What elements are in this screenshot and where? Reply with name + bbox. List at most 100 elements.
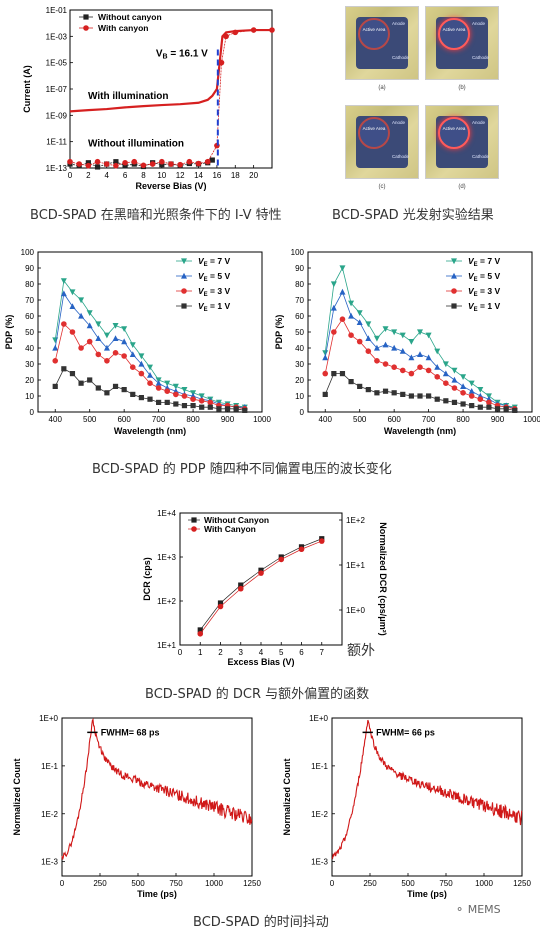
- pdp_left-point-1: [138, 360, 145, 367]
- photo-b-active-label: Active Area: [442, 27, 466, 32]
- watermark: ⚬ MEMS: [455, 903, 501, 916]
- iv-xtick-label: 12: [176, 171, 185, 180]
- pdp_right-point-1: [339, 288, 346, 295]
- pdp_right-point-2: [365, 348, 372, 354]
- iv-xtick-label: 20: [249, 171, 258, 180]
- pdp_left-point-1: [52, 344, 59, 351]
- pdp_left-point-3: [52, 383, 58, 389]
- pdp_left-ytick-label: 90: [25, 264, 34, 273]
- pdp_right-ytick-label: 70: [295, 296, 304, 305]
- pdp_right-ytick-label: 30: [295, 360, 304, 369]
- dcr-xtick-label: 1: [198, 648, 203, 657]
- pdp_left-point-0: [52, 337, 59, 344]
- pdp_right-point-1: [382, 341, 389, 348]
- pdp_right-point-2: [417, 364, 423, 370]
- pdp_right-point-2: [382, 361, 389, 367]
- pdp_right-point-3: [494, 406, 501, 412]
- pdp_right-point-2: [477, 396, 484, 402]
- pdp_right-point-2: [468, 393, 475, 399]
- pdp_right-legend-label: VE = 1 V: [468, 301, 500, 313]
- pdp_right-point-3: [382, 388, 389, 394]
- pdp_right-point-2: [425, 367, 432, 374]
- photo-b-anode: Anode: [472, 21, 486, 26]
- pdp_right-point-2: [443, 380, 449, 386]
- pdp_left-point-0: [95, 321, 102, 328]
- pdp_right-point-1: [365, 335, 372, 341]
- pdp_right-point-0: [365, 321, 372, 328]
- pdp_left-point-2: [61, 321, 67, 327]
- jitter_right-xtick-label: 1250: [513, 879, 531, 888]
- pdp_right-ytick-label: 50: [295, 328, 304, 337]
- pdp_left-point-3: [138, 395, 144, 401]
- iv-dark-label: Without illumination: [88, 139, 184, 150]
- pdp_left-point-3: [224, 406, 231, 412]
- iv-point-0: [94, 164, 101, 170]
- iv-point-1: [269, 27, 275, 33]
- pdp_left-xtick-label: 900: [221, 415, 235, 424]
- pdp_left-point-1: [147, 372, 153, 378]
- iv-xtick-label: 10: [157, 171, 166, 180]
- jitter_left-frame: [61, 717, 253, 877]
- pdp_left-legend-label: VE = 7 V: [198, 256, 230, 268]
- pdp_right-point-3: [374, 390, 380, 396]
- pdp_right-point-1: [356, 319, 363, 325]
- iv-legend-label: Without canyon: [98, 12, 162, 22]
- pdp_left-point-2: [155, 385, 162, 391]
- pdp_left-point-1: [69, 303, 76, 309]
- pdp_left-ytick-label: 0: [30, 408, 35, 417]
- photo-c-active-label: Active Area: [362, 126, 386, 131]
- pdp_left-xtick-label: 700: [152, 415, 166, 424]
- pdp_right-point-3: [512, 407, 518, 413]
- photo-b-cathode: Cathode: [472, 55, 490, 60]
- photo-c-label: (c): [378, 184, 386, 190]
- pdp_right-point-0: [408, 339, 415, 345]
- pdp_left-point-1: [112, 335, 119, 341]
- pdp_right-point-3: [348, 379, 354, 385]
- pdp_right-point-0: [348, 300, 355, 307]
- dcr-point-1: [237, 585, 244, 592]
- pdp_left-point-3: [112, 383, 119, 389]
- dcr-point-1: [197, 630, 204, 637]
- pdp_left-point-0: [60, 278, 67, 284]
- iv-ytick-label: 1E-01: [46, 6, 68, 15]
- iv-chart: 0 2 4 6 8 10 12 14 16 18 20 1E-01 1E-03 1E-05 1E-07 1E-…: [22, 6, 275, 191]
- pdp_left-legend-label: VE = 3 V: [198, 286, 230, 298]
- pdp_right-point-2: [434, 374, 441, 380]
- pdp_left-point-2: [95, 351, 102, 358]
- dcr-point-0: [197, 627, 203, 633]
- iv-point-1: [103, 161, 110, 167]
- pdp_right-point-3: [503, 406, 509, 412]
- pdp_left-point-1: [78, 312, 85, 319]
- jitter_right-frame: [331, 717, 523, 877]
- pdp_right-point-0: [382, 326, 389, 332]
- dcr-legend-label: With Canyon: [204, 524, 256, 534]
- pdp_right-point-2: [408, 370, 415, 377]
- dcr-xtick-label: 3: [239, 648, 244, 657]
- caption-jitter: BCD-SPAD 的时间抖动: [193, 915, 329, 930]
- dcr-series-line-1: [199, 540, 322, 634]
- jitter_left-ytick-label: 1E-3: [41, 858, 58, 867]
- caption-iv: BCD-SPAD 在黑暗和光照条件下的 I-V 特性: [30, 208, 282, 223]
- pdp_left-point-2: [147, 380, 153, 386]
- photo-a-active-label: Active Area: [362, 27, 386, 32]
- pdp_left-ytick-label: 30: [25, 360, 34, 369]
- dcr-xtick-label: 4: [259, 648, 264, 657]
- pdp_left-point-3: [199, 404, 205, 410]
- photo-d: Active Area Anode Cathode (d): [425, 105, 499, 190]
- pdp_left-point-2: [138, 370, 145, 377]
- photo-a: Active Area Anode Cathode (a): [345, 6, 419, 91]
- dcr-y2tick-label: 1E+1: [346, 561, 365, 570]
- pdp_left-point-3: [156, 399, 162, 405]
- pdp_left-point-0: [121, 326, 128, 332]
- iv-series-line-1: [69, 29, 272, 167]
- dcr-y2tick-label: 1E+0: [346, 606, 365, 615]
- iv-point-1: [177, 161, 183, 168]
- pdp_right-ylabel: PDP (%): [274, 315, 284, 350]
- dcr-point-0: [238, 582, 244, 588]
- pdp_right-xtick-label: 500: [353, 415, 367, 424]
- photo-b-label: (b): [458, 85, 466, 91]
- pdp_right-ytick-label: 0: [300, 408, 305, 417]
- pdp_right-point-1: [348, 312, 355, 319]
- pdp_left-point-1: [129, 351, 136, 357]
- pdp_right-point-1: [391, 344, 398, 351]
